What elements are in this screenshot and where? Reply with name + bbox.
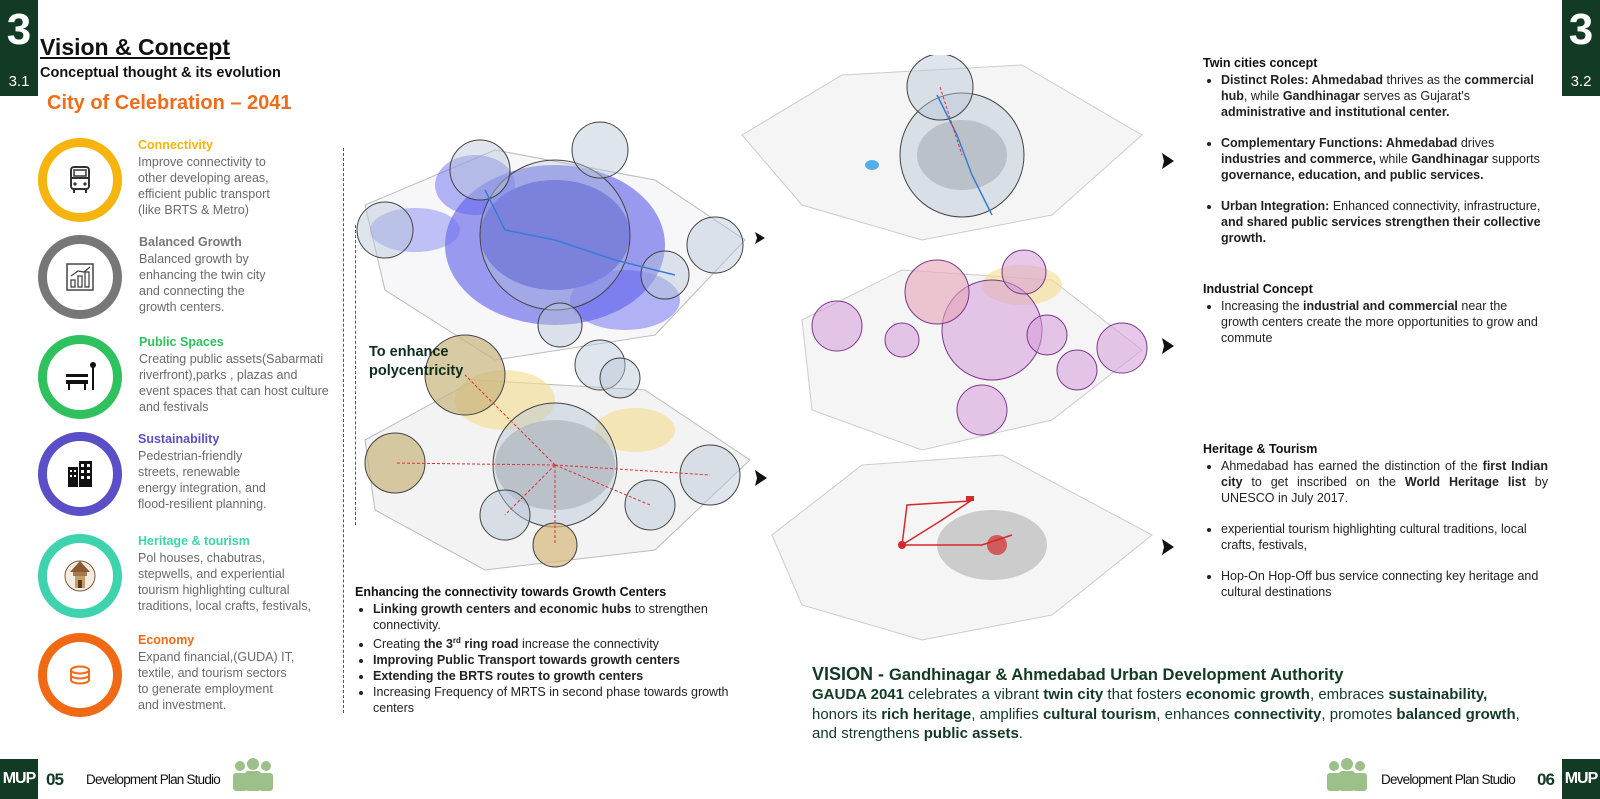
page-subtitle: Conceptual thought & its evolution	[40, 65, 281, 81]
industrial-map	[801, 249, 1148, 451]
bullet-list: Distinct Roles: Ahmedabad thrives as the…	[1203, 72, 1548, 246]
north-arrow-icon	[1162, 338, 1174, 354]
list-item: Improving Public Transport towards growt…	[373, 652, 750, 668]
column-divider	[343, 148, 344, 713]
north-arrow-icon	[755, 232, 765, 244]
list-item: Linking growth centers and economic hubs…	[373, 601, 750, 633]
block-title: Heritage & Tourism	[1203, 442, 1318, 456]
heritage-monument-icon	[64, 560, 96, 592]
block-title: Industrial Concept	[1203, 282, 1313, 296]
bullet-list: Linking growth centers and economic hubs…	[355, 601, 750, 716]
celebration-heading: City of Celebration – 2041	[47, 92, 292, 114]
coins-icon	[70, 665, 90, 685]
theme-title: Balanced Growth	[139, 235, 242, 249]
vision-statement: VISION - Gandhinagar & Ahmedabad Urban D…	[812, 664, 1532, 744]
section-marker-right: 3 3.2	[1562, 0, 1600, 96]
industrial-block: Industrial Concept Increasing the indust…	[1203, 282, 1548, 361]
team-icon	[1327, 758, 1367, 791]
polycentric-map-stack	[356, 121, 767, 571]
block-title: Twin cities concept	[1203, 56, 1318, 70]
concept-map-stack	[741, 55, 1174, 641]
north-arrow-icon	[1162, 539, 1174, 555]
north-arrow-icon	[755, 470, 767, 486]
list-item: experiential tourism highlighting cultur…	[1221, 521, 1548, 553]
page-number: 05	[46, 770, 64, 789]
theme-ring	[38, 534, 122, 618]
theme-title: Public Spaces	[139, 335, 224, 349]
heritage-map	[771, 454, 1153, 641]
list-item: Increasing Frequency of MRTS in second p…	[373, 684, 750, 716]
list-item: Hop-On Hop-Off bus service connecting ke…	[1221, 568, 1548, 600]
bus-icon	[70, 166, 90, 193]
theme-description: Pol houses, chabutras, stepwells, and exp…	[138, 551, 311, 613]
theme-ring	[38, 235, 122, 319]
polycentricity-label: To enhance polycentricity	[369, 344, 464, 379]
theme-description: Improve connectivity to other developing …	[138, 155, 270, 217]
subsection-number: 3.1	[8, 73, 30, 90]
twin-cities-map	[741, 55, 1143, 241]
page-title: Vision & Concept	[40, 34, 230, 60]
bullet-list: Increasing the industrial and commercial…	[1203, 298, 1548, 346]
list-title: Enhancing the connectivity towards Growt…	[355, 585, 667, 599]
list-item: Urban Integration: Enhanced connectivity…	[1221, 198, 1548, 246]
buildings-icon	[68, 461, 92, 487]
list-item: Extending the BRTS routes to growth cent…	[373, 668, 750, 684]
map-guide-line	[355, 225, 356, 525]
bullet-list: Ahmedabad has earned the distinction of …	[1203, 458, 1548, 600]
studio-name: Development Plan Studio	[1381, 772, 1516, 787]
connectivity-list: Enhancing the connectivity towards Growt…	[355, 585, 750, 716]
section-number: 3	[6, 5, 32, 54]
theme-title: Economy	[138, 633, 195, 647]
mup-logo: MUP	[1562, 759, 1600, 799]
growth-chart-icon	[66, 263, 94, 291]
mup-logo: MUP	[0, 759, 38, 799]
vision-body: GAUDA 2041 celebrates a vibrant twin cit…	[812, 686, 1520, 742]
list-item: Creating the 3rd ring road increase the …	[373, 633, 750, 652]
list-item: Increasing the industrial and commercial…	[1221, 298, 1548, 346]
theme-description: Pedestrian-friendly streets, renewable ene…	[138, 449, 267, 511]
theme-title: Heritage & tourism	[138, 534, 250, 548]
team-icon	[233, 758, 273, 791]
theme-title: Sustainability	[138, 432, 220, 446]
north-arrow-icon	[1162, 153, 1174, 169]
theme-ring	[38, 138, 122, 222]
bench-icon	[66, 362, 96, 390]
section-number: 3	[1568, 5, 1594, 54]
growth-centers-map	[364, 334, 751, 571]
theme-description: Creating public assets(Sabarmati riverfro…	[139, 352, 329, 414]
list-item: Ahmedabad has earned the distinction of …	[1221, 458, 1548, 506]
page-number: 06	[1537, 770, 1555, 789]
theme-ring	[38, 335, 122, 419]
section-marker-left: 3 3.1	[0, 0, 38, 96]
subsection-number: 3.2	[1570, 73, 1592, 90]
theme-description: Balanced growth by enhancing the twin cit…	[139, 252, 266, 314]
heritage-block: Heritage & Tourism Ahmedabad has earned …	[1203, 442, 1548, 615]
theme-description: Expand financial,(GUDA) IT, textile, and …	[138, 650, 295, 712]
theme-title: Connectivity	[138, 138, 214, 152]
density-map	[356, 121, 746, 361]
twin-cities-block: Twin cities concept Distinct Roles: Ahme…	[1203, 56, 1548, 261]
theme-ring	[38, 633, 122, 717]
list-item: Distinct Roles: Ahmedabad thrives as the…	[1221, 72, 1548, 120]
studio-name: Development Plan Studio	[86, 772, 221, 787]
theme-ring	[38, 432, 122, 516]
vision-heading: VISION - Gandhinagar & Ahmedabad Urban D…	[812, 664, 1344, 684]
list-item: Complementary Functions: Ahmedabad drive…	[1221, 135, 1548, 183]
